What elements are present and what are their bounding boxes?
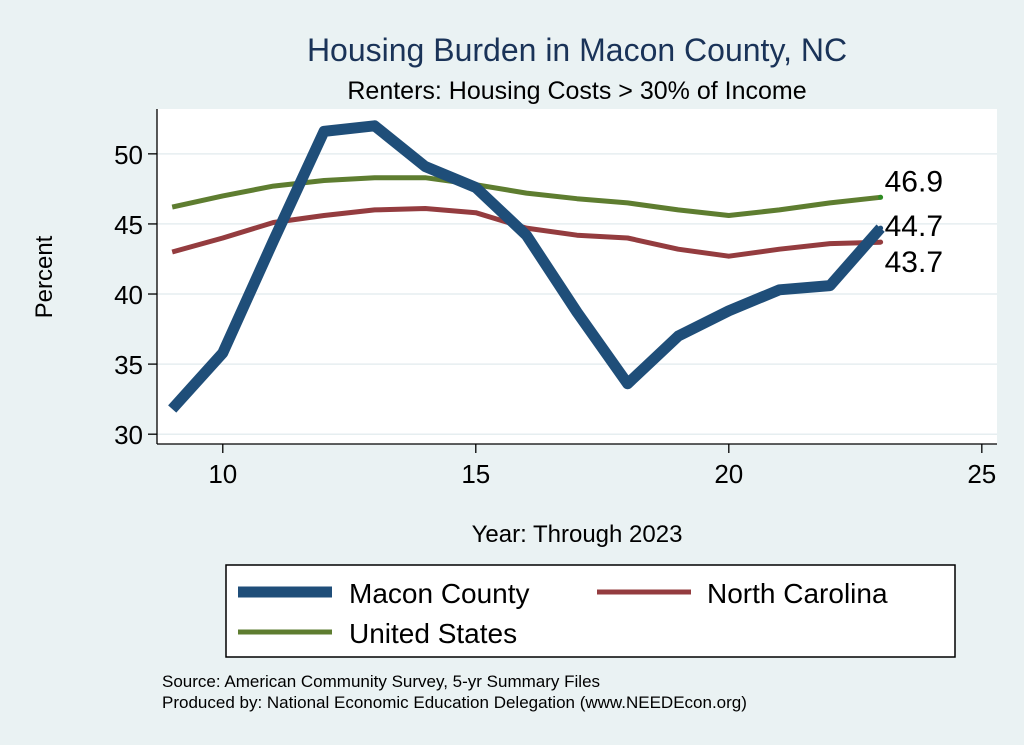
end-marker-macon-county [878,225,884,231]
y-tick-label: 30 [114,420,143,450]
x-tick-label: 15 [461,459,490,489]
y-tick-label: 50 [114,140,143,170]
plot-area [157,109,997,444]
x-axis-label: Year: Through 2023 [472,521,683,548]
series-lines [168,120,885,413]
producer-note: Produced by: National Economic Education… [162,693,747,712]
end-labels: 44.743.7 46.9 [878,165,943,279]
legend-box [225,564,956,658]
y-axis-label: Percent [31,235,58,318]
legend-label-united-states: United States [349,618,517,649]
legend-label-north-carolina: North Carolina [707,578,888,609]
y-tick-label: 35 [114,350,143,380]
x-tick-label: 20 [714,459,743,489]
end-marker-united-states [878,194,884,200]
end-label-united-states: 46.9 [885,165,943,198]
chart-title: Housing Burden in Macon County, NC [307,32,847,68]
legend-label-macon-county: Macon County [349,578,530,609]
end-label-macon-county: 44.7 [885,210,943,243]
axes: 30 35 40 45 50 10 15 20 25 [114,109,997,489]
x-tick-label: 10 [208,459,237,489]
end-label-north-carolina: 43.7 [885,246,943,279]
source-note: Source: American Community Survey, 5-yr … [162,672,600,691]
y-tick-label: 45 [114,210,143,240]
series-line-united-states [171,175,881,218]
x-tick-label: 25 [967,459,996,489]
legend: Macon County North Carolina United State… [225,564,956,658]
end-marker-north-carolina [878,239,884,245]
gridlines [157,153,997,435]
y-tick-label: 40 [114,280,143,310]
chart-subtitle: Renters: Housing Costs > 30% of Income [347,77,806,105]
series-line-macon-county [168,120,885,413]
